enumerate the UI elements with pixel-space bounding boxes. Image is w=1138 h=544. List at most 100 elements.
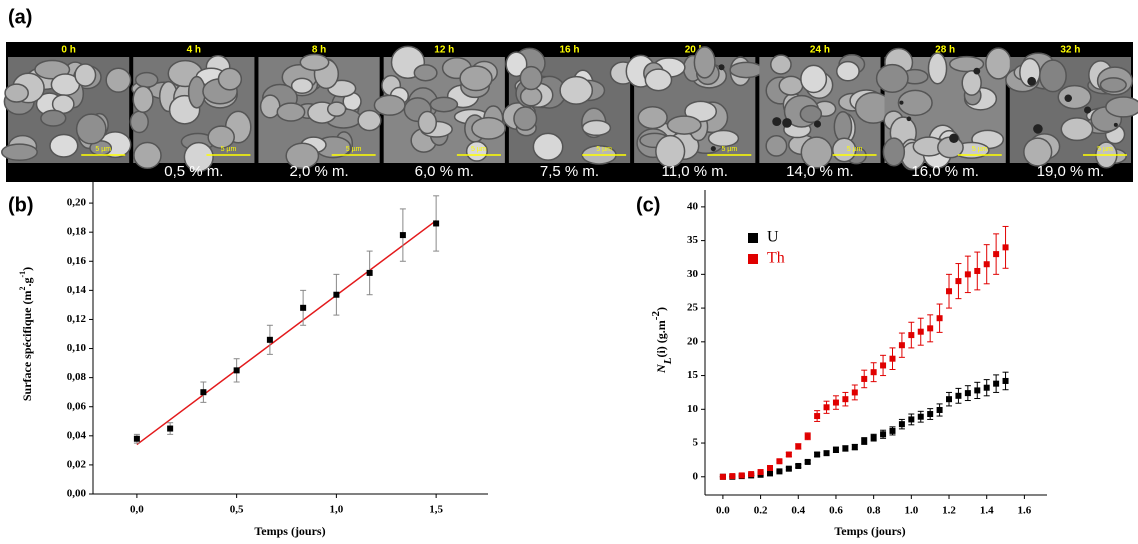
grain — [413, 64, 438, 82]
grain — [75, 113, 107, 145]
x-axis-label: Temps (jours) — [254, 524, 325, 538]
marker — [936, 406, 943, 413]
marker — [133, 435, 140, 442]
x-axis-label: Temps (jours) — [834, 524, 905, 538]
grain — [1060, 117, 1094, 142]
marker — [927, 411, 934, 418]
y-axis-label-part: -1 — [18, 271, 27, 278]
grain — [1, 143, 38, 161]
y-axis-label-part: -2 — [650, 311, 662, 321]
grain — [800, 136, 833, 169]
pore — [710, 146, 716, 152]
time-label: 28 h — [935, 45, 955, 56]
y-axis-label-part: Surface spécifique (m — [20, 291, 34, 402]
y-tick-label: 0,08 — [67, 371, 87, 383]
marker — [936, 315, 943, 322]
marker — [804, 458, 811, 465]
time-label: 4 h — [187, 45, 201, 56]
marker — [861, 438, 868, 445]
grain — [765, 134, 788, 157]
marker — [795, 443, 802, 450]
y-tick-label: 0,00 — [67, 488, 87, 500]
pore — [772, 117, 782, 127]
micrograph: 5 µm — [373, 45, 507, 163]
grain — [1105, 96, 1138, 118]
grain — [74, 63, 97, 87]
pore — [718, 64, 725, 71]
marker — [842, 396, 849, 403]
grain — [513, 106, 538, 131]
grain — [519, 65, 543, 91]
y-tick-label: 5 — [693, 437, 699, 449]
marker — [908, 416, 915, 423]
marker — [366, 269, 373, 276]
grain — [666, 115, 702, 135]
time-label: 20 h — [685, 45, 705, 56]
pore — [949, 133, 959, 143]
grain — [1057, 84, 1092, 110]
micrograph: 5 µm — [1, 57, 132, 163]
panel-label: (a) — [8, 6, 32, 28]
marker — [946, 396, 953, 403]
y-tick-label: 0,18 — [67, 226, 87, 238]
x-tick-label: 1.2 — [942, 505, 956, 517]
marker — [908, 332, 915, 339]
mass-loss-label: 11,0 % m. — [662, 163, 728, 180]
pore — [1033, 124, 1043, 134]
scale-bar-label: 5 µm — [972, 146, 988, 153]
grain — [285, 142, 320, 170]
grain — [1038, 59, 1067, 93]
scale-bar-label: 5 µm — [471, 146, 487, 153]
x-tick-label: 0.0 — [716, 505, 730, 517]
pore — [1064, 94, 1072, 102]
legend-swatch — [748, 254, 758, 264]
marker — [880, 362, 887, 369]
x-tick-label: 1.6 — [1018, 505, 1032, 517]
grain — [40, 109, 67, 127]
grain — [799, 104, 823, 124]
y-tick-label: 30 — [687, 268, 699, 280]
marker — [333, 291, 340, 298]
x-tick-label: 0.2 — [754, 505, 768, 517]
y-axis-label-part: 2 — [18, 287, 27, 291]
micrograph: 5 µm — [759, 53, 892, 169]
time-label: 0 h — [61, 45, 75, 56]
scale-bar-label: 5 µm — [221, 146, 237, 153]
y-axis-label-part: .g — [20, 278, 34, 287]
grain — [833, 110, 853, 143]
marker — [880, 431, 887, 438]
marker — [917, 413, 924, 420]
grain — [835, 60, 860, 82]
marker — [785, 451, 792, 458]
fit-line — [136, 219, 437, 446]
y-tick-label: 35 — [687, 234, 699, 246]
micrograph: 5 µm — [625, 46, 764, 168]
panel-label: (c) — [636, 194, 660, 216]
y-tick-label: 25 — [687, 302, 699, 314]
grain — [800, 64, 828, 94]
grain — [132, 85, 154, 114]
marker — [814, 451, 821, 458]
marker — [889, 427, 896, 434]
scale-bar-label: 5 µm — [95, 146, 111, 153]
y-axis-label: NL(i) (g.m-2) — [650, 307, 674, 374]
grain — [105, 67, 132, 93]
grain — [882, 137, 906, 167]
grain — [207, 125, 235, 149]
pore — [973, 67, 981, 75]
grain — [637, 105, 668, 130]
marker — [1002, 244, 1009, 251]
grain — [729, 61, 764, 79]
grain — [134, 71, 159, 88]
marker — [399, 232, 406, 239]
grain — [4, 83, 29, 103]
y-axis-label: Surface spécifique (m2.g-1) — [18, 267, 33, 401]
grain — [875, 63, 909, 93]
grain — [831, 137, 857, 163]
marker — [917, 328, 924, 335]
marker — [851, 444, 858, 451]
grain — [129, 110, 149, 134]
marker — [832, 399, 839, 406]
marker — [898, 342, 905, 349]
micrograph: 5 µm — [129, 55, 255, 173]
